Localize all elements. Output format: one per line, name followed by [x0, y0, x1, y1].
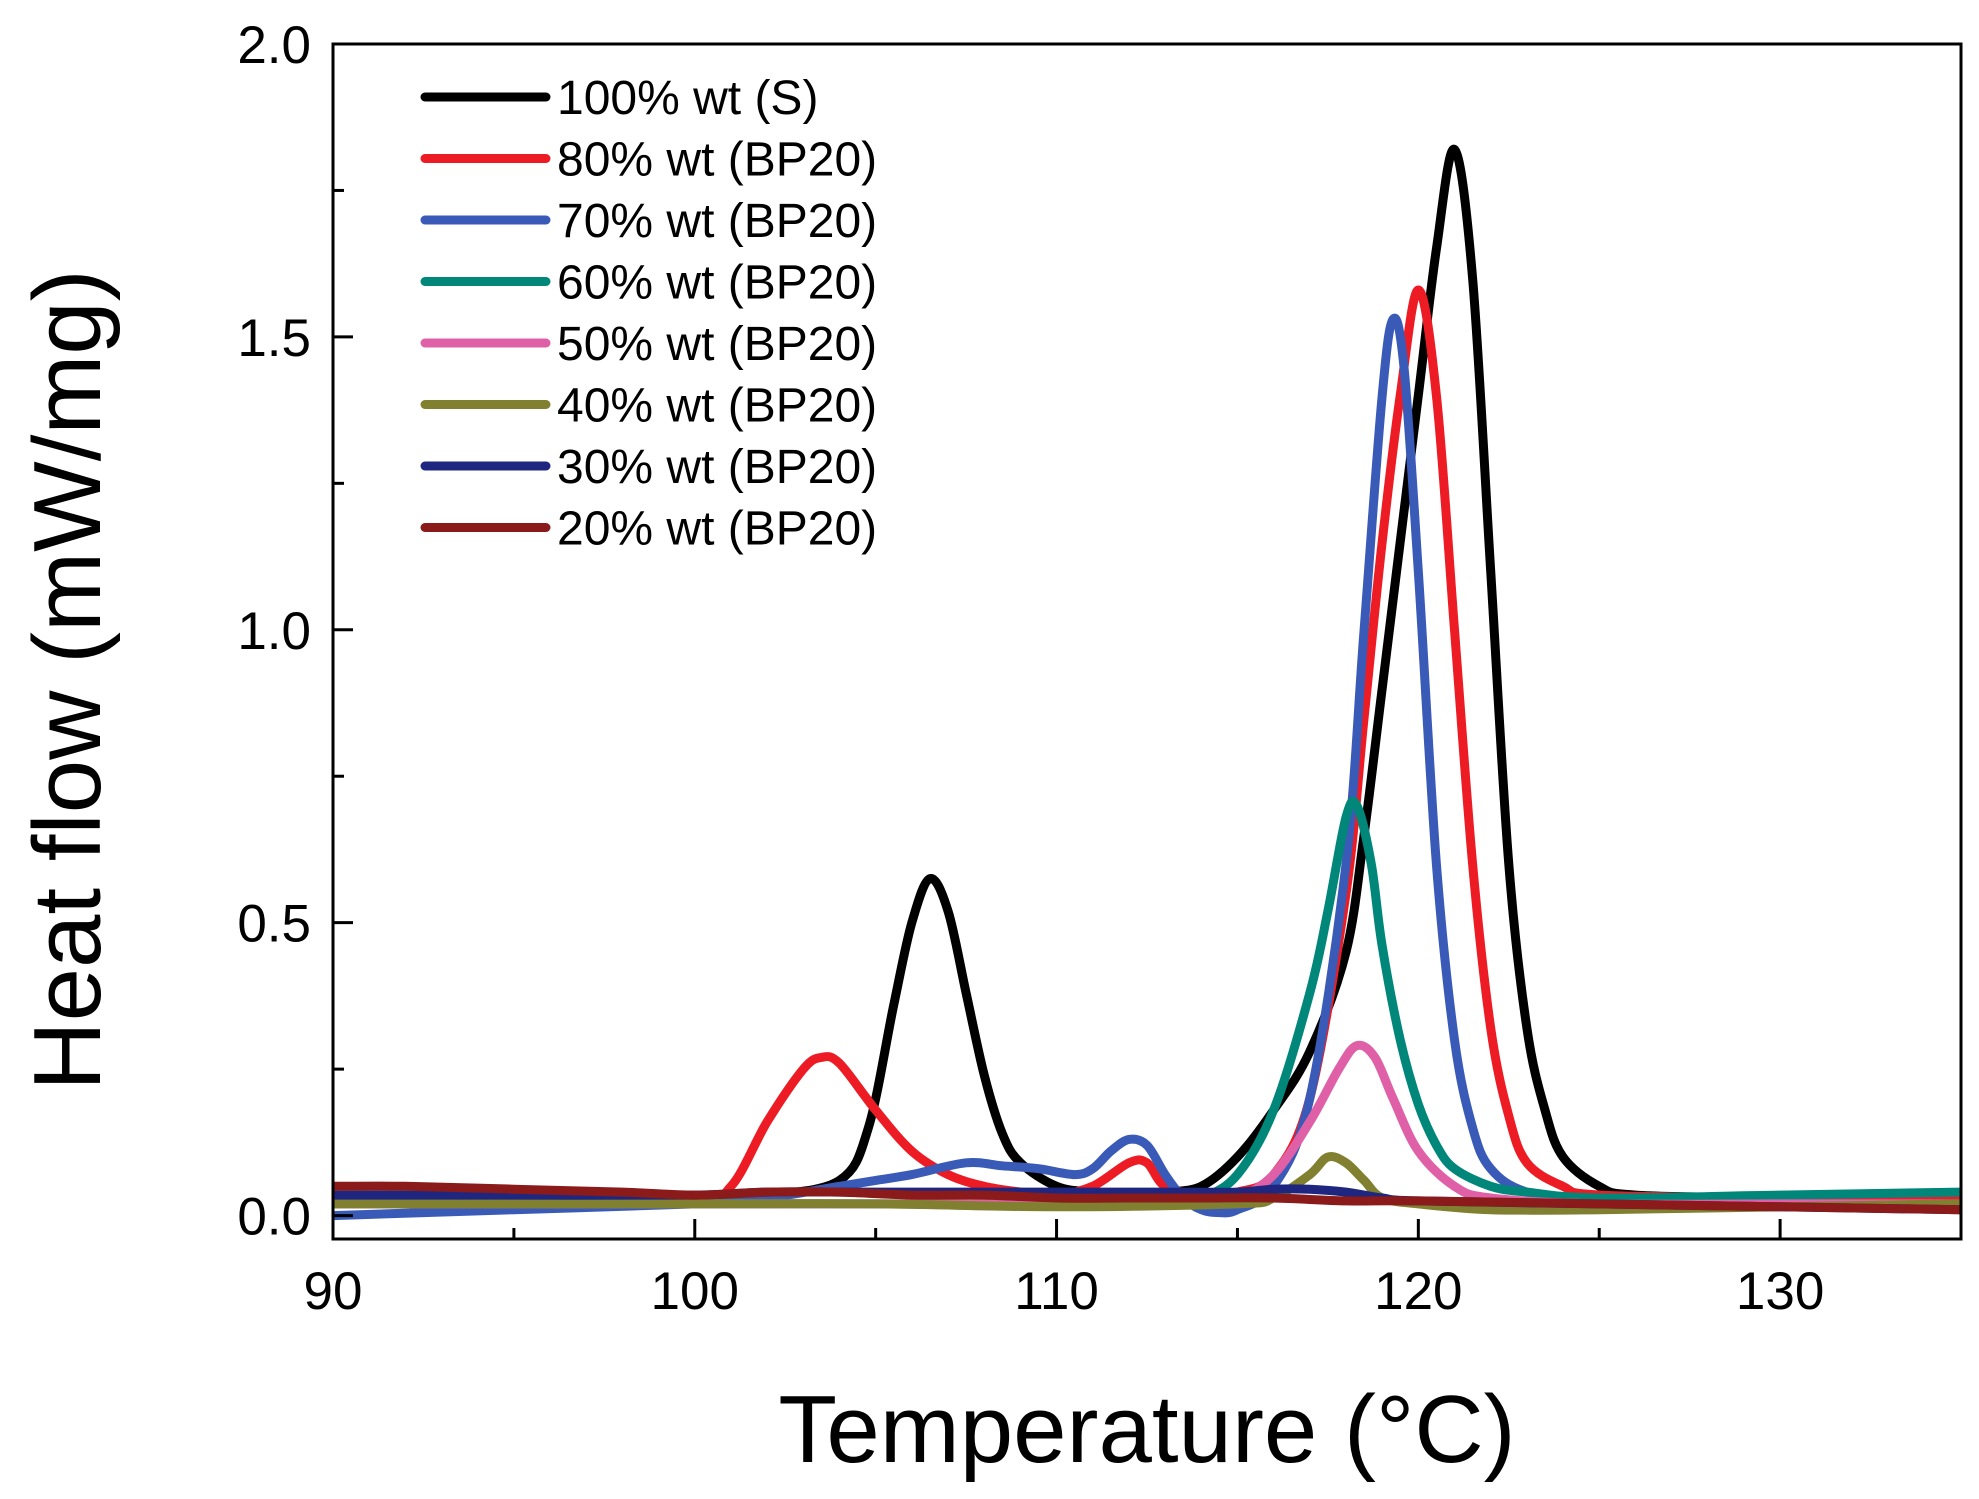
legend-label-1: 100% wt (S)	[557, 72, 818, 125]
legend: 100% wt (S) 80% wt (BP20) 70% wt (BP20) 60%…	[420, 72, 877, 556]
x-tick-label: 100	[651, 1262, 739, 1321]
x-axis-ticks: 90 100 110 120 130	[304, 1219, 1824, 1321]
y-tick-label: 0.0	[237, 1188, 311, 1247]
legend-label-7: 30% wt (BP20)	[557, 441, 877, 494]
y-axis-title: Heat flow (mW/mg)	[14, 269, 121, 1090]
x-tick-label: 110	[1014, 1262, 1099, 1321]
series-lines	[333, 144, 1961, 1221]
legend-label-2: 80% wt (BP20)	[557, 134, 877, 187]
legend-label-4: 60% wt (BP20)	[557, 257, 877, 310]
series-line-1	[333, 144, 1961, 1203]
legend-label-3: 70% wt (BP20)	[557, 195, 877, 248]
series-line-5	[333, 1040, 1961, 1209]
y-tick-label: 1.5	[237, 309, 311, 368]
x-tick-label: 120	[1374, 1262, 1462, 1321]
series-line-6	[333, 1152, 1961, 1215]
y-tick-label: 1.0	[237, 602, 311, 661]
y-tick-label: 2.0	[237, 16, 311, 75]
series-line-8	[333, 1181, 1961, 1215]
y-axis-ticks: 0.0 0.5 1.0 1.5 2.0	[237, 16, 353, 1247]
legend-label-8: 20% wt (BP20)	[557, 503, 877, 556]
x-axis-title: Temperature (°C)	[778, 1376, 1515, 1483]
legend-label-6: 40% wt (BP20)	[557, 380, 877, 433]
plot-frame	[331, 42, 1963, 1241]
legend-label-5: 50% wt (BP20)	[557, 318, 877, 371]
x-tick-label: 90	[304, 1262, 363, 1321]
x-tick-label: 130	[1736, 1262, 1824, 1321]
y-tick-label: 0.5	[237, 895, 311, 954]
